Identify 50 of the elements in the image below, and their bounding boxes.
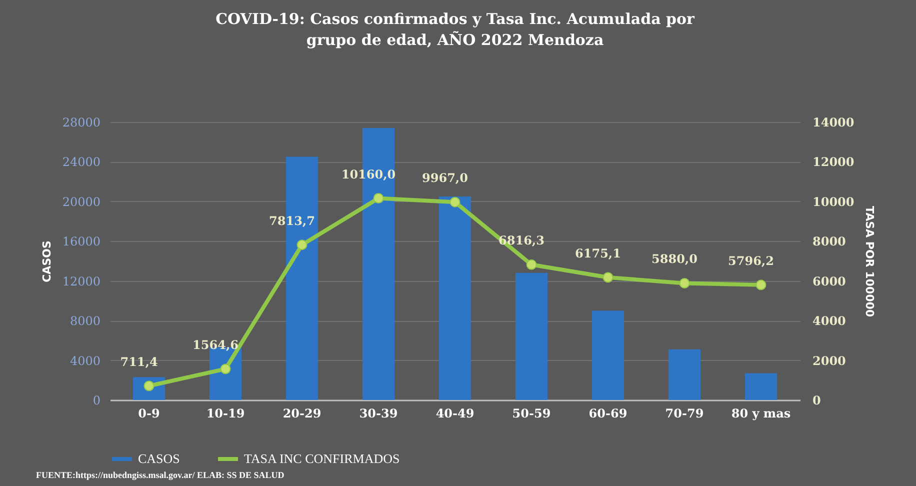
y-tick-label: 4000 <box>70 354 100 368</box>
point <box>220 364 231 374</box>
text: COVID-19: Casos confirmados y Tasa Inc. Acumulada por <box>216 10 694 28</box>
y2-tick-label: 4000 <box>812 314 846 328</box>
x-tick-label: 40-49 <box>436 406 474 420</box>
y-tick-label: 28000 <box>62 116 100 130</box>
point <box>679 278 690 288</box>
x-tick-label: 20-29 <box>282 406 322 420</box>
y-tick-label: 12000 <box>62 274 100 288</box>
data-label: 6175,1 <box>575 246 621 260</box>
y-axis-title: CASOS <box>40 240 54 282</box>
bar <box>592 310 624 400</box>
y2-tick-label: 12000 <box>812 155 854 170</box>
y-tick-label: 24000 <box>62 155 100 170</box>
point <box>373 193 384 204</box>
data-label: 5880,0 <box>652 252 698 266</box>
point <box>526 259 537 270</box>
y-tick-label: 0 <box>92 394 100 408</box>
x-tick-label: 10-19 <box>206 406 245 420</box>
bar <box>744 373 778 400</box>
point <box>756 280 766 290</box>
y2-tick-label: 2000 <box>812 354 846 368</box>
x-tick-label: 30-39 <box>359 406 398 420</box>
x-tick-label: 70-79 <box>665 406 704 420</box>
y2-axis-title: TASA POR 100000 <box>863 206 876 318</box>
data-label: 711,4 <box>120 354 158 369</box>
y2-tick-label: 0 <box>812 394 821 408</box>
bar <box>668 349 701 400</box>
data-label: 9967,0 <box>422 171 468 186</box>
y-tick-label: 8000 <box>70 314 100 328</box>
y2-tick-label: 14000 <box>812 116 854 130</box>
legend-label: CASOS <box>138 451 180 466</box>
point <box>602 272 614 283</box>
y2-tick-label: 10000 <box>812 194 854 209</box>
point <box>296 240 308 250</box>
source-note: FUENTE:https://nubedngiss.msal.gov.ar/ ELAB: SS DE SALUD <box>36 470 284 480</box>
bar <box>515 272 548 400</box>
data-label: 5796,2 <box>728 254 774 268</box>
y2-tick-label: 6000 <box>812 274 846 288</box>
y-tick-label: 20000 <box>62 194 100 209</box>
bar <box>438 196 472 400</box>
x-tick-label: 0-9 <box>138 406 160 420</box>
x-tick-label: 80 y mas <box>731 406 791 420</box>
legend-label: TASA INC CONFIRMADOS <box>244 451 400 466</box>
x-tick-label: 60-69 <box>588 406 628 420</box>
y-tick-label: 16000 <box>62 234 100 249</box>
point <box>450 196 460 208</box>
y2-tick-label: 8000 <box>812 234 846 249</box>
text: grupo de edad, AÑO 2022 Mendoza <box>306 31 604 49</box>
x-tick-label: 50-59 <box>512 406 551 420</box>
